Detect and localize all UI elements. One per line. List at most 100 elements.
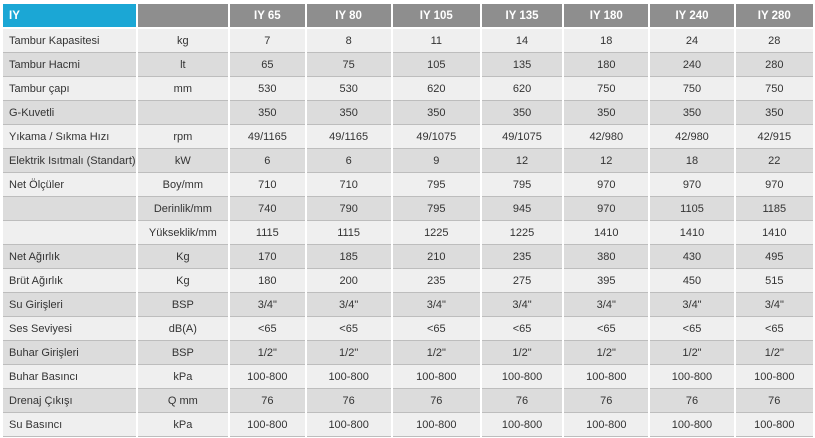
table-row: Yükseklik/mm 1115 1115 1225 1225 1410 1410 1410: [3, 220, 815, 245]
header-title: IY: [3, 4, 138, 29]
cell-value: 750: [563, 76, 651, 101]
row-label: Drenaj Çıkışı: [3, 388, 138, 413]
table-row: Tambur çapı mm 530 530 620 620 750 750 750: [3, 76, 815, 101]
cell-value: 100-800: [563, 412, 651, 437]
cell-value: 530: [305, 76, 393, 101]
cell-value: 180: [229, 268, 307, 293]
table-row: Su Basıncı kPa 100-800 100-800 100-800 100-80…: [3, 412, 815, 437]
row-label: Yıkama / Sıkma Hızı: [3, 124, 138, 149]
cell-value: 970: [734, 172, 815, 197]
table-row: Tambur Kapasitesi kg 7 8 11 14 18 24 28: [3, 28, 815, 53]
cell-value: 200: [305, 268, 393, 293]
table-row: Buhar Basıncı kPa 100-800 100-800 100-800 100…: [3, 364, 815, 389]
cell-value: <65: [734, 316, 815, 341]
row-label: Net Ölçüler: [3, 172, 138, 197]
cell-value: 100-800: [229, 364, 307, 389]
cell-value: 350: [649, 100, 736, 125]
cell-value: 76: [649, 388, 736, 413]
cell-value: 1/2": [480, 340, 565, 365]
cell-value: 790: [305, 196, 393, 221]
cell-value: 515: [734, 268, 815, 293]
cell-value: 350: [563, 100, 651, 125]
row-label: Tambur Hacmi: [3, 52, 138, 77]
cell-value: 100-800: [391, 364, 482, 389]
row-label: Buhar Basıncı: [3, 364, 138, 389]
table-row: Brüt Ağırlık Kg 180 200 235 275 395 450 515: [3, 268, 815, 293]
cell-value: 1/2": [649, 340, 736, 365]
row-unit: kg: [136, 28, 231, 53]
cell-value: 210: [391, 244, 482, 269]
cell-value: 75: [305, 52, 393, 77]
header-model: IY 240: [649, 4, 736, 29]
cell-value: 11: [391, 28, 482, 53]
cell-value: 7: [229, 28, 307, 53]
cell-value: 750: [734, 76, 815, 101]
row-label: Net Ağırlık: [3, 244, 138, 269]
cell-value: 1/2": [563, 340, 651, 365]
cell-value: 1410: [563, 220, 651, 245]
cell-value: 100-800: [229, 412, 307, 437]
cell-value: 76: [563, 388, 651, 413]
cell-value: 185: [305, 244, 393, 269]
table-row: Net Ölçüler Boy/mm 710 710 795 795 970 970 970: [3, 172, 815, 197]
cell-value: 795: [480, 172, 565, 197]
cell-value: 530: [229, 76, 307, 101]
row-unit: kPa: [136, 412, 231, 437]
cell-value: 12: [563, 148, 651, 173]
cell-value: 495: [734, 244, 815, 269]
row-unit: rpm: [136, 124, 231, 149]
row-label: [3, 196, 138, 221]
cell-value: <65: [229, 316, 307, 341]
table-row: Buhar Girişleri BSP 1/2" 1/2" 1/2" 1/2" 1/2" 1/…: [3, 340, 815, 365]
cell-value: 275: [480, 268, 565, 293]
header-model: IY 105: [391, 4, 482, 29]
cell-value: 795: [391, 172, 482, 197]
table-row: Elektrik Isıtmalı (Standart) kW 6 6 9 12 12 18 2…: [3, 148, 815, 173]
cell-value: 350: [305, 100, 393, 125]
cell-value: 395: [563, 268, 651, 293]
row-unit: BSP: [136, 292, 231, 317]
cell-value: 100-800: [734, 364, 815, 389]
cell-value: 3/4": [229, 292, 307, 317]
cell-value: 100-800: [649, 364, 736, 389]
cell-value: 100-800: [305, 364, 393, 389]
row-label: Elektrik Isıtmalı (Standart): [3, 148, 138, 173]
cell-value: 12: [480, 148, 565, 173]
cell-value: 430: [649, 244, 736, 269]
row-label: Brüt Ağırlık: [3, 268, 138, 293]
cell-value: 970: [563, 196, 651, 221]
cell-value: 280: [734, 52, 815, 77]
header-unit: [136, 4, 231, 29]
cell-value: 350: [229, 100, 307, 125]
cell-value: 100-800: [305, 412, 393, 437]
cell-value: 350: [391, 100, 482, 125]
row-label: [3, 220, 138, 245]
cell-value: 710: [305, 172, 393, 197]
header-row: IY IY 65 IY 80 IY 105 IY 135 IY 180 IY 240 IY …: [3, 4, 815, 29]
cell-value: 3/4": [563, 292, 651, 317]
row-unit: Kg: [136, 268, 231, 293]
row-label: Ses Seviyesi: [3, 316, 138, 341]
cell-value: 1/2": [229, 340, 307, 365]
spec-table: IY IY 65 IY 80 IY 105 IY 135 IY 180 IY 240 IY …: [3, 4, 815, 437]
cell-value: 620: [391, 76, 482, 101]
cell-value: 1/2": [305, 340, 393, 365]
table-row: Yıkama / Sıkma Hızı rpm 49/1165 49/1165 49/1…: [3, 124, 815, 149]
row-unit: Yükseklik/mm: [136, 220, 231, 245]
cell-value: 1410: [734, 220, 815, 245]
cell-value: 450: [649, 268, 736, 293]
row-unit: BSP: [136, 340, 231, 365]
header-model: IY 180: [563, 4, 651, 29]
cell-value: 100-800: [391, 412, 482, 437]
cell-value: <65: [305, 316, 393, 341]
cell-value: 970: [563, 172, 651, 197]
cell-value: 970: [649, 172, 736, 197]
cell-value: 22: [734, 148, 815, 173]
row-label: Tambur Kapasitesi: [3, 28, 138, 53]
cell-value: 28: [734, 28, 815, 53]
cell-value: 24: [649, 28, 736, 53]
cell-value: 350: [734, 100, 815, 125]
table-row: Net Ağırlık Kg 170 185 210 235 380 430 495: [3, 244, 815, 269]
row-unit: Kg: [136, 244, 231, 269]
cell-value: 1225: [391, 220, 482, 245]
